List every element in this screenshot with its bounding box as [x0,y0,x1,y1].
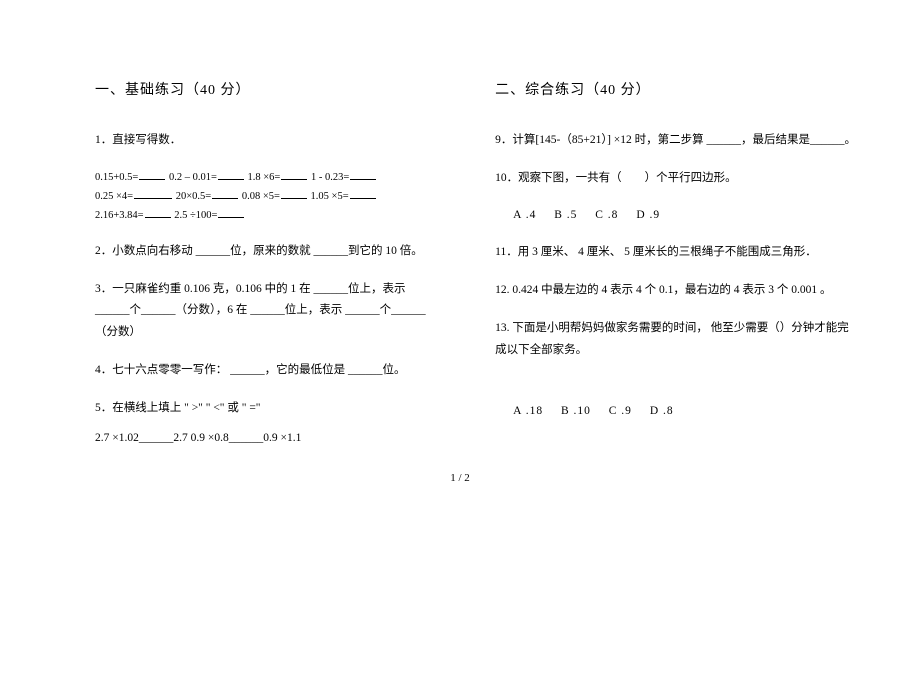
q1-e9: 2.16+3.84= [95,210,144,221]
q1-e6: 20×0.5= [176,191,211,202]
q13-opt-c[interactable]: C .9 [609,405,632,417]
q1-e10: 2.5 ÷100= [174,210,217,221]
q1-e8: 1.05 ×5= [311,191,349,202]
q1-e3: 1.8 ×6= [248,172,281,183]
q13-opt-d[interactable]: D .8 [650,405,674,417]
blank[interactable] [212,187,238,199]
q2: 2．小数点向右移动 ______位，原来的数就 ______到它的 10 倍。 [95,241,435,263]
q5-label: 5．在横线上填上 " >" " <" 或 " =" [95,398,435,420]
blank[interactable] [134,187,172,199]
blank[interactable] [281,187,307,199]
q10-options: A .4 B .5 C .8 D .9 [513,206,860,224]
blank[interactable] [145,206,171,218]
q1-line-1: 0.15+0.5= 0.2 – 0.01= 1.8 ×6= 1 - 0.23= [95,168,435,187]
q9: 9．计算[145-（85+21）] ×12 时，第二步算 ______，最后结果… [495,130,860,152]
q3: 3．一只麻雀约重 0.106 克，0.106 中的 1 在 ______位上，表… [95,279,435,345]
column-right: 二、综合练习（40 分） 9．计算[145-（85+21）] ×12 时，第二步… [465,80,920,466]
q5-line: 2.7 ×1.02______2.7 0.9 ×0.8______0.9 ×1.… [95,428,435,450]
q1-e1: 0.15+0.5= [95,172,138,183]
q13-opt-a[interactable]: A .18 [513,405,543,417]
blank[interactable] [350,168,376,180]
page: 一、基础练习（40 分） 1．直接写得数． 0.15+0.5= 0.2 – 0.… [0,0,920,466]
q1-line-3: 2.16+3.84= 2.5 ÷100= [95,206,435,225]
q1-e7: 0.08 ×5= [242,191,280,202]
section-title-1: 一、基础练习（40 分） [95,80,435,102]
blank[interactable] [281,168,307,180]
q11: 11．用 3 厘米、 4 厘米、 5 厘米长的三根绳子不能围成三角形． [495,242,860,264]
q10-opt-b[interactable]: B .5 [554,209,577,221]
q4: 4．七十六点零零一写作： ______，它的最低位是 ______位。 [95,360,435,382]
q1-label: 1．直接写得数． [95,130,435,152]
q13-opt-b[interactable]: B .10 [561,405,591,417]
q10-opt-d[interactable]: D .9 [636,209,660,221]
column-left: 一、基础练习（40 分） 1．直接写得数． 0.15+0.5= 0.2 – 0.… [0,80,455,466]
q1-e4: 1 - 0.23= [311,172,349,183]
blank[interactable] [218,206,244,218]
q1-e2: 0.2 – 0.01= [169,172,217,183]
q13-options: A .18 B .10 C .9 D .8 [513,402,860,420]
page-number: 1 / 2 [0,470,920,488]
blank[interactable] [218,168,244,180]
q1-body: 0.15+0.5= 0.2 – 0.01= 1.8 ×6= 1 - 0.23= … [95,168,435,225]
q1-e5: 0.25 ×4= [95,191,133,202]
blank[interactable] [139,168,165,180]
q10-opt-c[interactable]: C .8 [595,209,618,221]
q1-line-2: 0.25 ×4= 20×0.5= 0.08 ×5= 1.05 ×5= [95,187,435,206]
q10: 10．观察下图，一共有（ ）个平行四边形。 [495,168,860,190]
section-title-2: 二、综合练习（40 分） [495,80,860,102]
q10-opt-a[interactable]: A .4 [513,209,536,221]
q13: 13. 下面是小明帮妈妈做家务需要的时间， 他至少需要（）分钟才能完成以下全部家… [495,318,860,362]
q12: 12. 0.424 中最左边的 4 表示 4 个 0.1，最右边的 4 表示 3… [495,280,860,302]
blank[interactable] [350,187,376,199]
